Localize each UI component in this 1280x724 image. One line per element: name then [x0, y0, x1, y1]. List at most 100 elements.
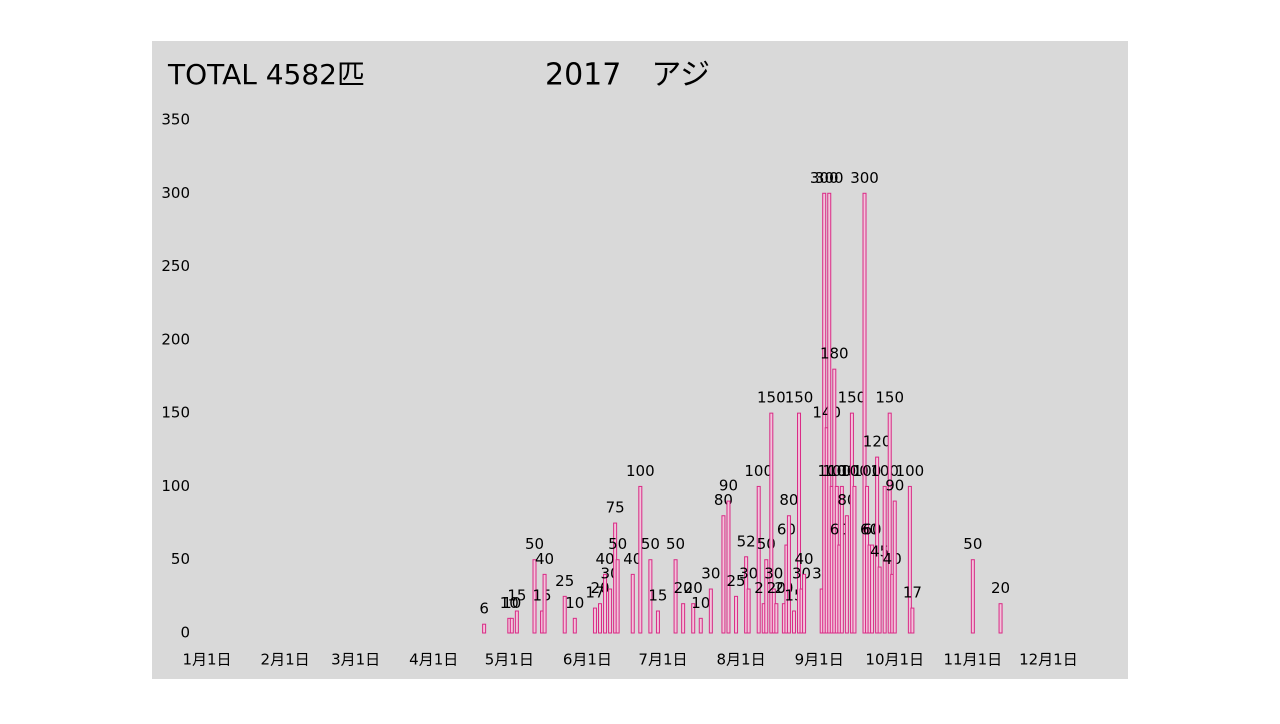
- bar: [764, 559, 769, 634]
- data-label: 100: [853, 462, 882, 480]
- data-label: 80: [779, 491, 798, 509]
- bar: [721, 515, 726, 634]
- bar: [822, 192, 827, 634]
- data-label: 10: [502, 594, 521, 612]
- data-label: 100: [822, 462, 851, 480]
- x-tick-label: 1月1日: [182, 651, 231, 669]
- bar: [509, 617, 514, 634]
- data-label: 20: [674, 579, 693, 597]
- x-tick-label: 8月1日: [717, 651, 766, 669]
- bar: [648, 559, 653, 634]
- data-label: 25: [726, 572, 745, 590]
- bar: [907, 485, 912, 634]
- data-label: 100: [828, 462, 857, 480]
- bar: [572, 617, 577, 634]
- data-label: 6: [479, 600, 489, 618]
- bar: [562, 595, 567, 634]
- bar: [514, 610, 519, 634]
- data-label: 60: [830, 521, 849, 539]
- data-label: 40: [883, 550, 902, 568]
- data-label: 15: [533, 587, 552, 605]
- x-tick-label: 3月1日: [331, 651, 380, 669]
- data-label: 100: [626, 462, 655, 480]
- x-tick-label: 11月1日: [944, 651, 1003, 669]
- data-label: 17: [585, 584, 604, 602]
- bar: [875, 456, 880, 634]
- data-label: 15: [507, 587, 526, 605]
- bar: [708, 588, 713, 634]
- data-label: 20: [754, 579, 773, 597]
- data-label: 50: [608, 535, 627, 553]
- bar: [844, 515, 849, 634]
- x-tick-label: 12月1日: [1019, 651, 1078, 669]
- bar: [746, 588, 751, 634]
- data-label: 30: [764, 565, 783, 583]
- bar: [482, 623, 487, 634]
- x-tick-label: 2月1日: [261, 651, 310, 669]
- data-label: 50: [641, 535, 660, 553]
- bar: [734, 595, 739, 634]
- y-tick-label: 250: [161, 257, 190, 275]
- bar: [608, 588, 613, 634]
- data-label: 40: [795, 550, 814, 568]
- data-label: 52: [737, 532, 756, 550]
- data-label: 150: [785, 389, 814, 407]
- y-tick-label: 300: [161, 184, 190, 202]
- data-label: 90: [719, 477, 738, 495]
- total-label: TOTAL 4582匹: [167, 58, 365, 91]
- bar: [638, 485, 643, 634]
- data-label: 30: [739, 565, 758, 583]
- bar: [862, 192, 867, 634]
- data-label: 180: [820, 345, 849, 363]
- y-tick-label: 350: [161, 111, 190, 129]
- bar: [887, 412, 892, 634]
- data-label: 100: [817, 462, 846, 480]
- bar: [802, 573, 807, 634]
- data-label: 100: [870, 462, 899, 480]
- data-label: 30: [792, 565, 811, 583]
- data-label: 10: [691, 594, 710, 612]
- y-tick-label: 100: [161, 477, 190, 495]
- bar: [691, 603, 696, 634]
- data-label: 300: [850, 169, 879, 187]
- bar: [870, 544, 875, 634]
- bar: [603, 573, 608, 634]
- data-label: 10: [500, 594, 519, 612]
- y-tick-label: 200: [161, 330, 190, 348]
- data-label: 60: [777, 521, 796, 539]
- bar: [877, 566, 882, 634]
- bar: [791, 610, 796, 634]
- data-label: 50: [525, 535, 544, 553]
- data-label: 30: [701, 565, 720, 583]
- y-tick-label: 50: [171, 550, 190, 568]
- x-tick-label: 7月1日: [638, 651, 687, 669]
- bar: [698, 617, 703, 634]
- data-label: 50: [666, 535, 685, 553]
- y-tick-label: 150: [161, 404, 190, 422]
- x-tick-label: 6月1日: [563, 651, 612, 669]
- data-label: 20: [767, 579, 786, 597]
- bar: [598, 603, 602, 634]
- bar: [786, 515, 791, 634]
- bar: [655, 610, 660, 634]
- bar: [882, 485, 887, 634]
- bar: [970, 559, 975, 634]
- data-label: 20: [991, 579, 1010, 597]
- data-label: 50: [963, 535, 982, 553]
- chart-title: 2017 アジ: [545, 58, 710, 93]
- data-label: 15: [648, 587, 667, 605]
- data-label: 17: [903, 584, 922, 602]
- bar: [726, 500, 731, 634]
- data-label: 120: [863, 433, 892, 451]
- bar: [852, 485, 857, 634]
- data-label: 300: [815, 169, 844, 187]
- bar: [681, 603, 686, 634]
- bar: [839, 485, 844, 634]
- x-tick-label: 9月1日: [795, 651, 844, 669]
- data-label: 75: [606, 499, 625, 517]
- bar: [542, 573, 547, 634]
- data-label: 40: [535, 550, 554, 568]
- x-tick-label: 5月1日: [485, 651, 534, 669]
